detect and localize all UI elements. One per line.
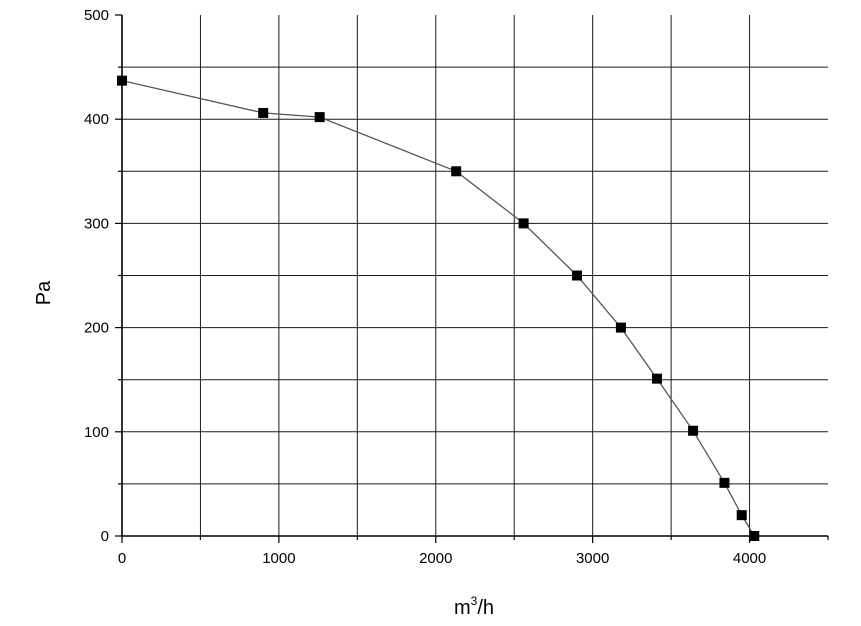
y-tick-label: 400 xyxy=(84,111,109,128)
grid-lines xyxy=(122,15,828,536)
data-point xyxy=(451,166,462,177)
data-point xyxy=(258,107,269,118)
x-tick-label: 0 xyxy=(118,550,126,567)
x-axis-title-sup: 3 xyxy=(471,594,478,608)
data-point xyxy=(615,322,626,333)
x-tick-label: 1000 xyxy=(262,550,295,567)
x-tick-label: 4000 xyxy=(733,550,766,567)
x-axis-title: m3/h xyxy=(454,594,494,619)
x-tick-label: 3000 xyxy=(576,550,609,567)
y-axis-title: Pa xyxy=(33,280,55,305)
y-tick-label: 300 xyxy=(84,215,109,232)
data-point xyxy=(688,425,699,436)
x-axis-title-rest: /h xyxy=(477,597,494,619)
data-point xyxy=(117,75,127,86)
axis-ticks xyxy=(115,14,829,543)
x-axis-title-base: m xyxy=(454,597,471,619)
data-point xyxy=(736,510,747,521)
data-series xyxy=(117,75,760,541)
data-point xyxy=(518,218,529,229)
x-tick-label: 2000 xyxy=(419,550,452,567)
data-point xyxy=(314,112,325,123)
series-line xyxy=(121,79,755,537)
y-tick-label: 100 xyxy=(84,424,109,441)
data-point xyxy=(749,531,760,541)
y-tick-label: 200 xyxy=(84,320,109,337)
data-point xyxy=(571,270,582,281)
y-tick-label: 500 xyxy=(84,7,109,24)
data-point xyxy=(651,373,662,384)
tick-labels: 0 1000 2000 3000 4000 0 100 200 300 400 500 xyxy=(84,7,766,567)
data-point xyxy=(719,477,730,488)
y-tick-label: 0 xyxy=(101,528,109,545)
